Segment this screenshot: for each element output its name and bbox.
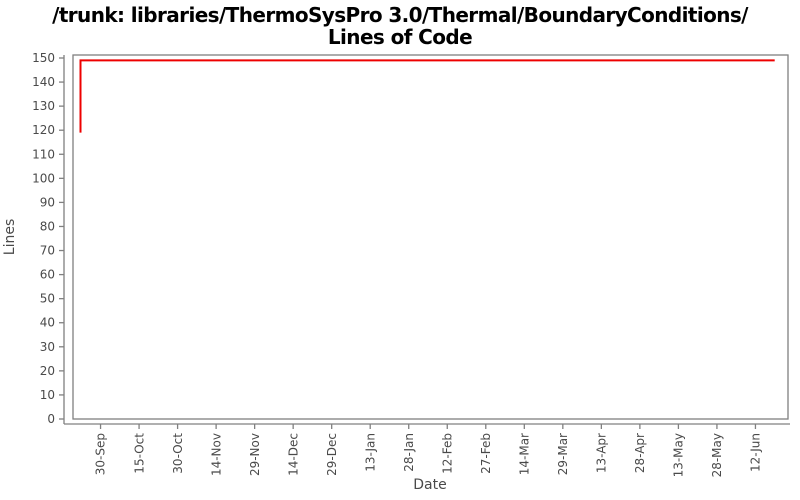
y-tick-label: 150 [32, 51, 55, 65]
y-tick-label: 30 [40, 340, 55, 354]
x-axis-tick-labels: 30-Sep 15-Oct 30-Oct 14-Nov 29-Nov 14-Dec 29-D… [94, 433, 763, 478]
x-tick-label: 13-May [672, 433, 686, 477]
y-tick-label: 90 [40, 195, 55, 209]
y-tick-label: 20 [40, 364, 55, 378]
y-tick-label: 140 [32, 75, 55, 89]
y-tick-label: 80 [40, 219, 55, 233]
x-tick-label: 29-Mar [556, 433, 570, 475]
lines-of-code-series-line [79, 59, 775, 133]
x-tick-label: 27-Feb [479, 433, 493, 474]
y-tick-label: 130 [32, 99, 55, 113]
y-tick-label: 100 [32, 171, 55, 185]
x-tick-label: 12-Jun [749, 433, 763, 472]
x-tick-label: 13-Jan [363, 433, 377, 472]
chart-title-line-2: Lines of Code [328, 25, 472, 49]
y-axis-tick-labels: 0 10 20 30 40 50 60 70 80 90 100 110 120 130 140 150 [32, 51, 55, 426]
x-tick-label: 14-Mar [518, 433, 532, 475]
x-tick-label: 30-Sep [94, 433, 108, 475]
x-tick-label: 14-Dec [286, 433, 300, 476]
x-tick-label: 29-Nov [248, 433, 262, 476]
y-tick-label: 40 [40, 316, 55, 330]
x-tick-label: 15-Oct [132, 433, 146, 474]
y-tick-label: 0 [47, 412, 55, 426]
plot-area-frame [72, 54, 789, 420]
x-axis-ticks [99, 424, 757, 429]
y-tick-label: 10 [40, 388, 55, 402]
x-tick-label: 13-Apr [595, 433, 609, 473]
y-tick-label: 110 [32, 147, 55, 161]
y-tick-label: 70 [40, 244, 55, 258]
x-tick-label: 28-Jan [402, 433, 416, 472]
x-tick-label: 30-Oct [171, 433, 185, 474]
x-tick-label: 28-May [710, 433, 724, 477]
chart-title-line-1: /trunk: libraries/ThermoSysPro 3.0/Therm… [52, 3, 749, 27]
y-axis-ticks [59, 57, 64, 420]
y-tick-label: 50 [40, 292, 55, 306]
y-tick-label: 120 [32, 123, 55, 137]
y-axis-title: Lines [2, 219, 18, 255]
x-tick-label: 29-Dec [325, 433, 339, 476]
y-tick-label: 60 [40, 268, 55, 282]
x-tick-label: 28-Apr [633, 433, 647, 473]
x-tick-label: 14-Nov [209, 433, 223, 476]
x-tick-label: 12-Feb [440, 433, 454, 474]
x-axis-title: Date [413, 477, 446, 493]
